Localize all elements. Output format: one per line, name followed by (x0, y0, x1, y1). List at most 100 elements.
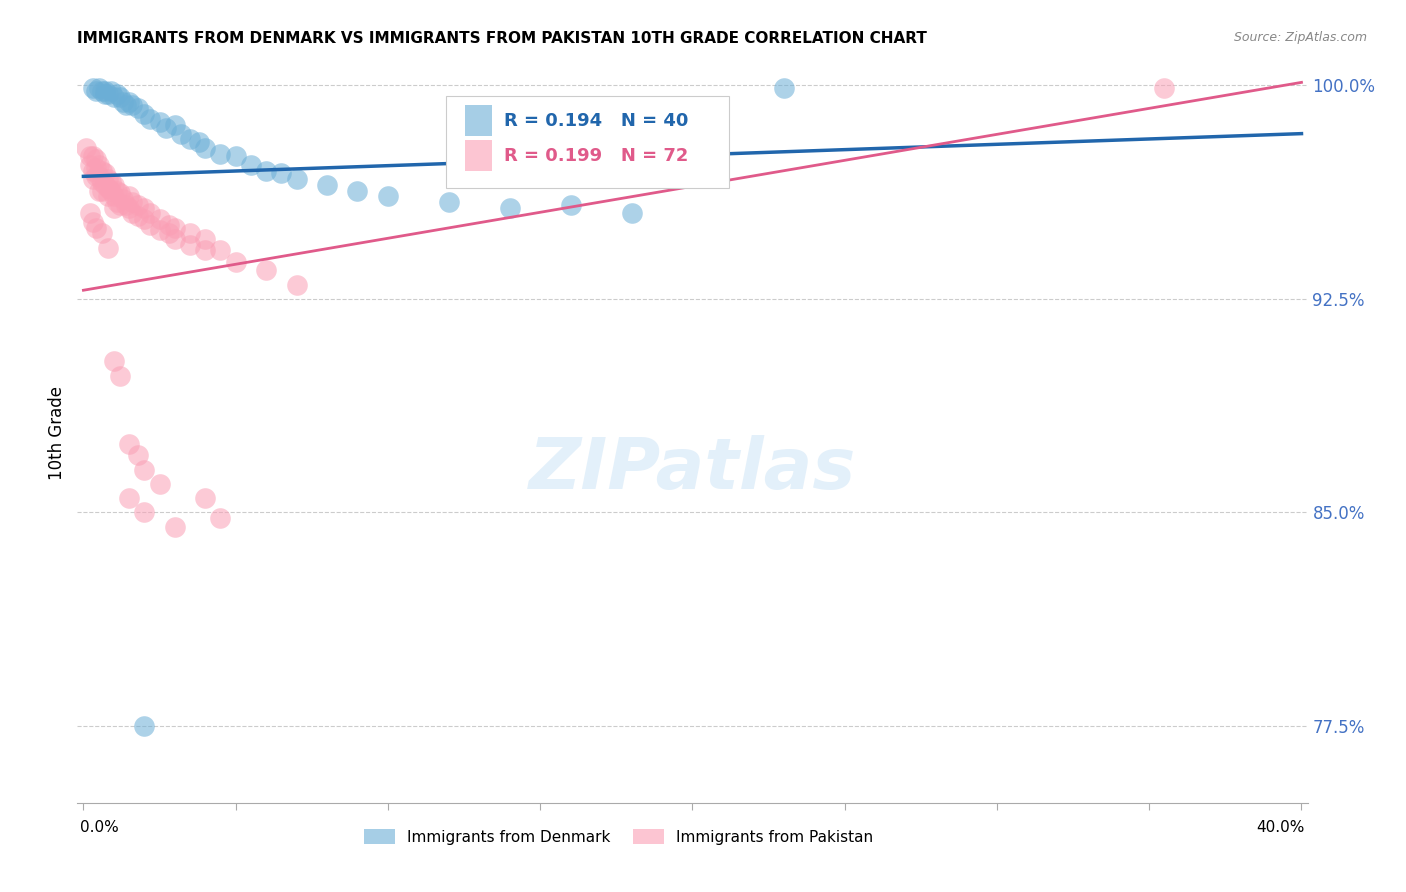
Point (148, 115, 170, 129)
Point (93, 178, 115, 192)
Point (437, 194, 460, 209)
Point (100, 175, 122, 189)
Point (134, 462, 156, 476)
Point (97, 189, 120, 203)
Point (115, 98, 138, 112)
Point (103, 354, 125, 368)
Point (90, 227, 112, 241)
Y-axis label: 10th Grade: 10th Grade (48, 385, 66, 480)
Point (127, 209, 149, 223)
Point (103, 178, 125, 192)
Point (121, 98, 143, 112)
Text: IMMIGRANTS FROM DENMARK VS IMMIGRANTS FROM PAKISTAN 10TH GRADE CORRELATION CHART: IMMIGRANTS FROM DENMARK VS IMMIGRANTS FR… (77, 31, 927, 46)
Point (157, 218, 180, 232)
Point (103, 189, 125, 203)
Point (118, 189, 141, 203)
Point (163, 118, 186, 132)
Point (118, 437, 141, 451)
Point (79, 149, 101, 163)
Text: ZIPatlas: ZIPatlas (529, 435, 856, 504)
Point (93, 87, 115, 101)
FancyBboxPatch shape (465, 140, 492, 171)
Point (105, 184, 128, 198)
Point (97, 240, 120, 254)
Point (127, 449, 149, 463)
Point (225, 149, 247, 163)
Point (97, 180, 120, 194)
Point (79, 206, 101, 220)
Point (179, 227, 201, 241)
Point (82, 81, 104, 95)
Point (163, 232, 186, 246)
Point (75, 141, 97, 155)
Point (87, 158, 110, 172)
Point (93, 166, 115, 180)
Point (139, 218, 162, 232)
Point (139, 112, 162, 127)
Point (377, 189, 399, 203)
Point (772, 81, 794, 95)
Point (90, 84, 112, 98)
Point (84, 220, 107, 235)
Point (209, 511, 232, 525)
Text: 40.0%: 40.0% (1256, 820, 1305, 835)
Point (194, 491, 217, 505)
Point (103, 89, 125, 103)
Point (139, 206, 162, 220)
Point (103, 201, 125, 215)
Point (100, 84, 122, 98)
Point (118, 95, 141, 110)
Point (108, 89, 131, 103)
Point (499, 201, 522, 215)
Point (148, 223, 170, 237)
Point (148, 476, 170, 491)
Point (115, 198, 138, 212)
Point (84, 84, 107, 98)
Point (209, 244, 232, 258)
Point (254, 263, 277, 277)
Point (285, 172, 308, 186)
Point (148, 212, 170, 227)
Point (118, 201, 141, 215)
Point (134, 719, 156, 733)
Text: R = 0.194   N = 40: R = 0.194 N = 40 (505, 112, 689, 130)
Point (225, 254, 247, 268)
Point (346, 184, 368, 198)
Legend: Immigrants from Denmark, Immigrants from Pakistan: Immigrants from Denmark, Immigrants from… (359, 822, 879, 851)
Point (93, 84, 115, 98)
Point (163, 519, 186, 533)
Point (87, 81, 110, 95)
Point (254, 163, 277, 178)
Point (118, 491, 141, 505)
Point (170, 127, 193, 141)
Point (82, 215, 104, 229)
Point (82, 149, 104, 163)
Point (134, 201, 156, 215)
Point (105, 194, 128, 209)
Point (134, 505, 156, 519)
Point (157, 227, 180, 241)
Point (100, 184, 122, 198)
Point (194, 232, 217, 246)
Point (97, 87, 120, 101)
Point (105, 87, 128, 101)
Point (111, 95, 134, 110)
Point (90, 175, 112, 189)
Point (108, 186, 131, 201)
Point (127, 198, 149, 212)
Point (239, 158, 262, 172)
Text: R = 0.199   N = 72: R = 0.199 N = 72 (505, 146, 689, 165)
Point (87, 169, 110, 184)
Point (108, 198, 131, 212)
Point (84, 161, 107, 175)
Point (179, 237, 201, 252)
FancyBboxPatch shape (465, 105, 492, 136)
Point (134, 212, 156, 227)
Point (194, 141, 217, 155)
Point (155, 120, 177, 135)
Point (620, 206, 643, 220)
Point (560, 198, 582, 212)
Point (285, 277, 308, 292)
Point (108, 368, 131, 383)
Point (82, 163, 104, 178)
